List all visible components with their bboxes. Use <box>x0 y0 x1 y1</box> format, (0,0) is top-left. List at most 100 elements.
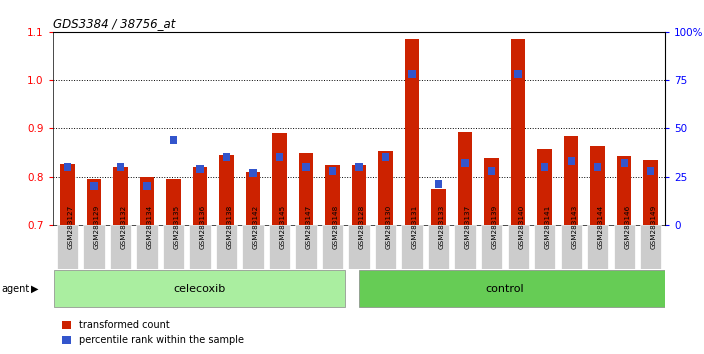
Bar <box>567 157 574 165</box>
Bar <box>87 179 101 225</box>
Bar <box>458 132 472 225</box>
FancyBboxPatch shape <box>534 225 555 269</box>
Bar <box>378 152 393 225</box>
FancyBboxPatch shape <box>83 225 104 269</box>
Bar <box>515 70 522 78</box>
FancyBboxPatch shape <box>481 225 502 269</box>
Bar <box>488 167 495 175</box>
Bar <box>90 182 98 190</box>
Text: ▶: ▶ <box>31 284 39 293</box>
Bar <box>166 179 181 225</box>
FancyBboxPatch shape <box>401 225 422 269</box>
Bar <box>302 163 310 171</box>
Bar <box>591 146 605 225</box>
Bar <box>594 163 601 171</box>
Text: GSM283147: GSM283147 <box>306 205 312 249</box>
Bar <box>382 153 389 161</box>
FancyBboxPatch shape <box>560 225 582 269</box>
FancyBboxPatch shape <box>216 225 237 269</box>
Bar <box>117 163 124 171</box>
Bar <box>64 163 71 171</box>
FancyBboxPatch shape <box>269 225 290 269</box>
Text: GSM283138: GSM283138 <box>227 205 232 249</box>
FancyBboxPatch shape <box>137 225 158 269</box>
FancyBboxPatch shape <box>348 225 370 269</box>
Bar <box>325 165 340 225</box>
Legend: transformed count, percentile rank within the sample: transformed count, percentile rank withi… <box>58 316 248 349</box>
Text: GSM283127: GSM283127 <box>68 205 73 249</box>
Bar <box>352 165 366 225</box>
Text: GSM283130: GSM283130 <box>386 205 391 249</box>
Bar <box>219 155 234 225</box>
Bar <box>405 39 420 225</box>
Bar <box>484 158 499 225</box>
Text: GSM283131: GSM283131 <box>412 205 418 249</box>
Bar <box>246 172 260 225</box>
Text: GSM283135: GSM283135 <box>173 205 180 249</box>
Bar <box>196 165 203 173</box>
FancyBboxPatch shape <box>242 225 263 269</box>
FancyBboxPatch shape <box>322 225 343 269</box>
Bar <box>249 169 257 177</box>
Text: GSM283134: GSM283134 <box>147 205 153 249</box>
Bar <box>435 181 442 188</box>
Bar <box>170 136 177 144</box>
FancyBboxPatch shape <box>54 270 345 307</box>
Text: GSM283136: GSM283136 <box>200 205 206 249</box>
Text: GSM283129: GSM283129 <box>94 205 100 249</box>
FancyBboxPatch shape <box>296 225 317 269</box>
Bar <box>139 177 154 225</box>
FancyBboxPatch shape <box>189 225 210 269</box>
Text: agent: agent <box>1 284 30 293</box>
Text: GSM283140: GSM283140 <box>518 205 524 249</box>
Text: GSM283145: GSM283145 <box>279 205 286 249</box>
Bar <box>511 39 525 225</box>
FancyBboxPatch shape <box>110 225 131 269</box>
Text: GSM283142: GSM283142 <box>253 205 259 249</box>
Text: control: control <box>486 284 524 293</box>
Bar <box>564 136 579 225</box>
FancyBboxPatch shape <box>455 225 476 269</box>
Text: GSM283139: GSM283139 <box>491 205 498 249</box>
Text: GSM283146: GSM283146 <box>624 205 630 249</box>
Bar <box>408 70 416 78</box>
Bar <box>620 159 628 167</box>
Text: GSM283128: GSM283128 <box>359 205 365 249</box>
Text: GSM283149: GSM283149 <box>650 205 657 249</box>
Bar <box>537 149 552 225</box>
FancyBboxPatch shape <box>614 225 635 269</box>
Bar <box>432 189 446 225</box>
Bar <box>113 167 127 225</box>
Text: GSM283132: GSM283132 <box>120 205 127 249</box>
FancyBboxPatch shape <box>375 225 396 269</box>
Bar <box>329 167 337 175</box>
FancyBboxPatch shape <box>57 225 78 269</box>
Text: GSM283137: GSM283137 <box>465 205 471 249</box>
Text: GSM283148: GSM283148 <box>332 205 339 249</box>
FancyBboxPatch shape <box>358 270 679 307</box>
Bar <box>144 182 151 190</box>
Bar <box>617 156 631 225</box>
Bar <box>461 159 469 167</box>
FancyBboxPatch shape <box>163 225 184 269</box>
Bar <box>272 133 287 225</box>
FancyBboxPatch shape <box>587 225 608 269</box>
Text: GSM283144: GSM283144 <box>598 205 603 249</box>
Bar <box>356 163 363 171</box>
FancyBboxPatch shape <box>428 225 449 269</box>
FancyBboxPatch shape <box>508 225 529 269</box>
Bar <box>193 167 207 225</box>
Bar <box>647 167 654 175</box>
Text: celecoxib: celecoxib <box>174 284 226 293</box>
Text: GSM283133: GSM283133 <box>439 205 445 249</box>
Bar <box>541 163 548 171</box>
Bar <box>276 153 283 161</box>
Bar <box>223 153 230 161</box>
Text: GDS3384 / 38756_at: GDS3384 / 38756_at <box>53 17 175 30</box>
Bar <box>643 160 658 225</box>
Text: GSM283141: GSM283141 <box>545 205 551 249</box>
Bar <box>60 164 75 225</box>
Text: GSM283143: GSM283143 <box>571 205 577 249</box>
Bar <box>298 153 313 225</box>
FancyBboxPatch shape <box>640 225 661 269</box>
